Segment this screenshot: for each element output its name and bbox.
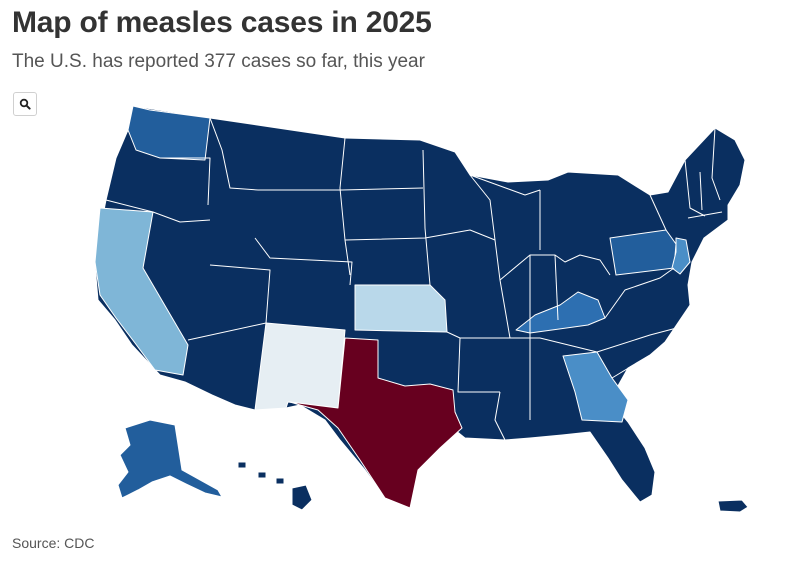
border-line bbox=[611, 354, 651, 379]
page-subtitle: The U.S. has reported 377 cases so far, … bbox=[12, 51, 425, 72]
border-line bbox=[254, 237, 353, 286]
border-line bbox=[687, 211, 723, 219]
border-line bbox=[187, 322, 267, 341]
source-note: Source: CDC bbox=[12, 535, 95, 551]
border-line bbox=[344, 229, 496, 241]
state-texas bbox=[289, 337, 463, 509]
border-line bbox=[105, 199, 211, 223]
border-line bbox=[209, 264, 271, 324]
border-line bbox=[469, 174, 511, 339]
territory-puerto-rico bbox=[717, 499, 749, 513]
border-line bbox=[649, 194, 667, 231]
border-line bbox=[684, 159, 706, 217]
border-line bbox=[258, 187, 424, 191]
state-borders bbox=[105, 117, 723, 441]
border-line bbox=[469, 174, 541, 196]
border-line bbox=[339, 137, 351, 276]
border-line bbox=[494, 391, 506, 441]
state-hawaii bbox=[237, 461, 313, 511]
border-line bbox=[160, 157, 211, 206]
state-new-jersey bbox=[671, 237, 691, 275]
border-line bbox=[699, 171, 703, 211]
search-button[interactable] bbox=[13, 92, 37, 116]
border-line bbox=[209, 117, 259, 191]
border-line bbox=[457, 337, 500, 393]
state-kentucky bbox=[515, 291, 606, 334]
state-georgia bbox=[562, 351, 629, 423]
page-title: Map of measles cases in 2025 bbox=[12, 6, 432, 39]
state-pennsylvania bbox=[609, 229, 677, 276]
border-line bbox=[422, 149, 431, 286]
search-icon bbox=[19, 98, 31, 110]
state-kansas bbox=[354, 284, 448, 333]
us-map bbox=[94, 105, 749, 513]
state-new-mexico bbox=[254, 322, 346, 411]
state-california bbox=[94, 207, 189, 376]
border-line bbox=[604, 267, 675, 319]
state-alaska bbox=[117, 419, 223, 499]
border-line bbox=[554, 254, 559, 321]
border-line bbox=[711, 127, 721, 201]
state-washington bbox=[127, 105, 211, 161]
border-line bbox=[510, 324, 689, 353]
